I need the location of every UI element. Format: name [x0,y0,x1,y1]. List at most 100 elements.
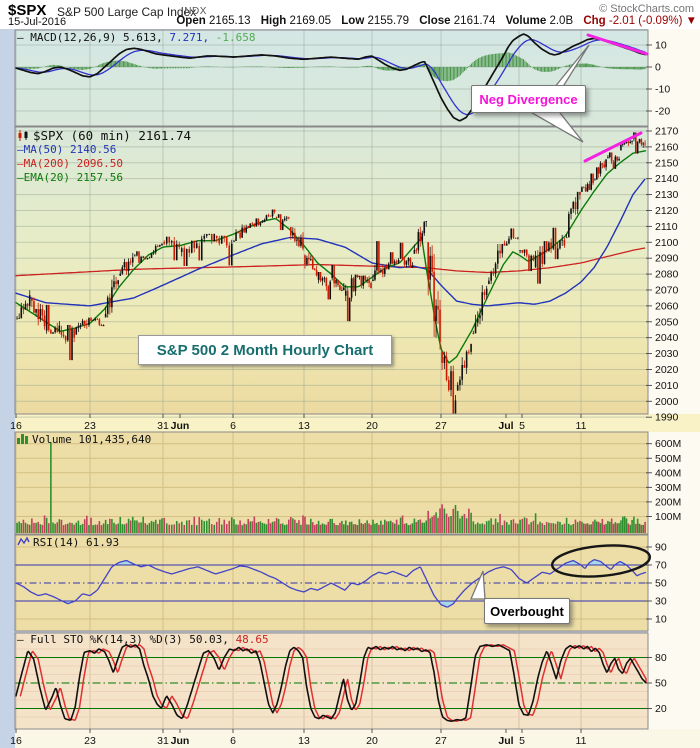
ma50-legend-row: —MA(50) 2140.56 [17,143,117,156]
high-value: 2169.05 [289,15,332,27]
neg-divergence-callout: Neg Divergence [471,85,586,113]
date-tick-label: 11 [576,420,587,432]
rsi-wave-icon [17,536,30,546]
candlestick-icon [18,130,28,141]
y-axis-label: 2000 [655,396,679,408]
chart-header: $SPX S&P 500 Large Cap Index INDX © Stoc… [0,0,700,29]
y-axis-label: 50 [655,678,667,690]
quote-row: Open 2165.13 High 2169.05 Low 2155.79 Cl… [176,15,697,27]
y-axis-label: 50 [655,578,667,590]
rsi-legend: RSI(14) 61.93 [17,536,119,550]
macd-legend: — MACD(12,26,9) 5.613, 7.271, -1.658 [17,31,255,45]
date-tick-label: 13 [298,420,310,432]
sto-d-value: 48.65 [235,633,269,646]
neg-divergence-text: Neg Divergence [479,91,578,107]
date-tick-label: 5 [519,420,525,432]
sto-panel [15,643,648,723]
date-tick-label: Jul [498,735,513,747]
chart-title-box: S&P 500 2 Month Hourly Chart [138,335,392,365]
y-axis-label: 100M [655,511,681,523]
date-tick-label: 20 [366,420,378,432]
low-value: 2155.79 [367,15,410,27]
y-axis-label: 2120 [655,205,679,217]
price-divergence-line [583,131,643,163]
exchange-label: INDX [181,6,207,17]
y-axis-label: 2140 [655,173,679,185]
y-axis-label: 70 [655,560,667,572]
date-tick-label: 16 [10,735,22,747]
chart-date: 15-Jul-2016 [8,16,67,28]
date-tick-label: Jun [171,420,190,432]
date-tick-label: 27 [435,735,447,747]
chg-label: Chg [583,15,606,27]
y-axis-label: 2040 [655,332,679,344]
axis-labels: 10 0 -10 -20 2170 2160 2150 2140 2130 2120 2110 210… [10,40,681,748]
y-axis-label: -20 [655,106,670,118]
y-axis-label: 30 [655,596,667,608]
y-axis-label: 10 [655,614,667,626]
date-tick-label: 5 [519,735,525,747]
line-swatch-icon: — [17,171,24,184]
y-axis-label: 2110 [655,221,678,233]
y-axis-label: 1990 [655,412,679,424]
close-label: Close [419,15,451,27]
line-swatch-icon: — [17,157,24,170]
line-swatch-icon: — [17,633,24,646]
ticker-symbol: $SPX [8,2,47,19]
y-axis-label: -10 [655,84,670,96]
close-value: 2161.74 [453,15,496,27]
price-panel [15,132,647,415]
annotations [470,33,652,600]
ema20-legend-row: —EMA(20) 2157.56 [17,171,123,184]
macd-panel [15,33,646,122]
chart-canvas: 10 0 -10 -20 2170 2160 2150 2140 2130 2120 2110 210… [0,29,700,748]
date-tick-label: 27 [435,420,447,432]
open-value: 2165.13 [208,15,251,27]
overbought-callout: Overbought [484,598,570,624]
rsi-panel [15,559,648,608]
y-axis-label: 20 [655,703,667,715]
chart-title-text: S&P 500 2 Month Hourly Chart [156,341,374,359]
line-swatch-icon: — [17,143,24,156]
high-label: High [260,15,287,27]
y-axis-label: 2050 [655,316,679,328]
y-axis-label: 2160 [655,141,679,153]
volume-legend: Volume 101,435,640 [17,433,151,447]
y-axis-label: 300M [655,482,681,494]
y-axis-label: 80 [655,652,667,664]
y-axis-label: 2020 [655,364,679,376]
y-axis-label: 10 [655,40,667,52]
date-tick-label: Jul [498,420,513,432]
sto-legend-text: Full STO %K(14,3) %D(3) 50.03, [30,633,229,646]
chg-value: -2.01 (-0.09%) [608,15,683,27]
date-tick-label: Jun [171,735,190,747]
overbought-ellipse [550,544,652,578]
macd-divergence-line [586,33,649,56]
y-axis-label: 2170 [655,125,679,137]
sto-legend: — Full STO %K(14,3) %D(3) 50.03, 48.65 [17,633,269,647]
y-axis-label: 500M [655,453,681,465]
y-axis-label: 0 [655,62,661,74]
date-tick-label: 16 [10,420,22,432]
down-triangle-icon: ▼ [685,15,697,27]
y-axis-label: 2030 [655,348,679,360]
y-axis-label: 2080 [655,269,679,281]
date-tick-label: 31 [157,420,169,432]
price-legend-symbol-row: $SPX (60 min) 2161.74 [17,129,191,143]
macd-legend-values: MACD(12,26,9) 5.613, [30,31,163,44]
macd-hist-value: -1.658 [215,31,256,44]
date-tick-label: 11 [576,735,587,747]
chart-backgrounds [15,29,700,748]
y-axis-label: 400M [655,467,681,479]
volume-bars-icon [17,434,28,444]
overbought-text: Overbought [490,603,564,619]
y-axis-label: 90 [655,542,667,554]
volume-label: Volume [505,15,547,27]
date-tick-label: 31 [157,735,169,747]
copyright-label: © StockCharts.com [599,3,694,15]
date-tick-label: 20 [366,735,378,747]
date-tick-label: 6 [230,420,236,432]
ma200-legend-row: —MA(200) 2096.50 [17,157,123,170]
line-swatch-icon: — [17,31,24,44]
